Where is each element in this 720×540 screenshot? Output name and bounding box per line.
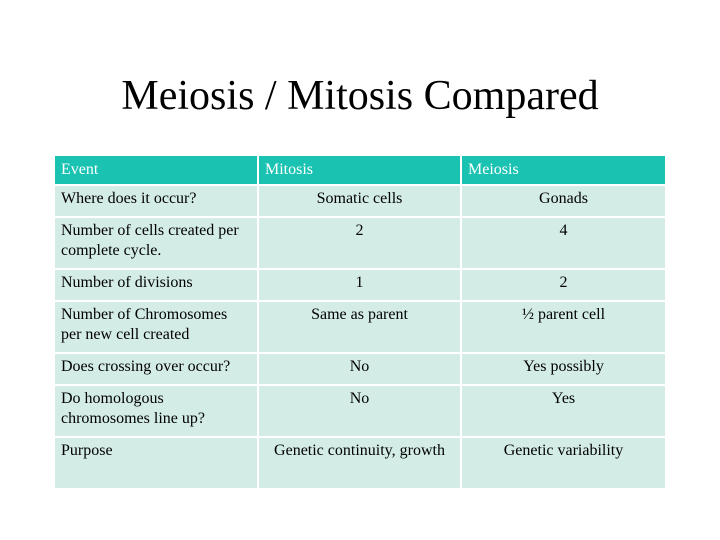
table-row: Where does it occur? Somatic cells Gonad… bbox=[55, 185, 665, 218]
table-row: Does crossing over occur? No Yes possibl… bbox=[55, 353, 665, 386]
slide-title: Meiosis / Mitosis Compared bbox=[121, 73, 599, 119]
row-mitosis-cell: 2 bbox=[258, 217, 462, 270]
row-mitosis-cell: Genetic continuity, growth bbox=[258, 437, 462, 490]
row-meiosis-cell: Yes bbox=[461, 385, 665, 438]
table-row: Do homologous chromosomes line up? No Ye… bbox=[55, 385, 665, 438]
comparison-table: Event Mitosis Meiosis Where does it occu… bbox=[55, 156, 665, 490]
row-mitosis-cell: Somatic cells bbox=[258, 185, 462, 218]
row-meiosis-cell: Yes possibly bbox=[461, 353, 665, 386]
row-meiosis-cell: 2 bbox=[461, 269, 665, 302]
table-header-row: Event Mitosis Meiosis bbox=[55, 156, 665, 186]
row-event-cell: Number of cells created per complete cyc… bbox=[55, 217, 259, 270]
row-event-cell: Do homologous chromosomes line up? bbox=[55, 385, 259, 438]
row-meiosis-cell: Genetic variability bbox=[461, 437, 665, 490]
header-event: Event bbox=[55, 156, 259, 186]
row-mitosis-cell: 1 bbox=[258, 269, 462, 302]
table-row: Number of divisions 1 2 bbox=[55, 269, 665, 302]
row-event-cell: Number of divisions bbox=[55, 269, 259, 302]
row-event-cell: Does crossing over occur? bbox=[55, 353, 259, 386]
row-event-cell: Where does it occur? bbox=[55, 185, 259, 218]
row-meiosis-cell: Gonads bbox=[461, 185, 665, 218]
table-row: Purpose Genetic continuity, growth Genet… bbox=[55, 437, 665, 490]
header-mitosis: Mitosis bbox=[258, 156, 462, 186]
header-meiosis: Meiosis bbox=[461, 156, 665, 186]
row-mitosis-cell: No bbox=[258, 353, 462, 386]
row-meiosis-cell: ½ parent cell bbox=[461, 301, 665, 354]
row-event-cell: Number of Chromosomes per new cell creat… bbox=[55, 301, 259, 354]
table-row: Number of Chromosomes per new cell creat… bbox=[55, 301, 665, 354]
table-row: Number of cells created per complete cyc… bbox=[55, 217, 665, 270]
row-mitosis-cell: No bbox=[258, 385, 462, 438]
row-meiosis-cell: 4 bbox=[461, 217, 665, 270]
row-mitosis-cell: Same as parent bbox=[258, 301, 462, 354]
row-event-cell: Purpose bbox=[55, 437, 259, 490]
